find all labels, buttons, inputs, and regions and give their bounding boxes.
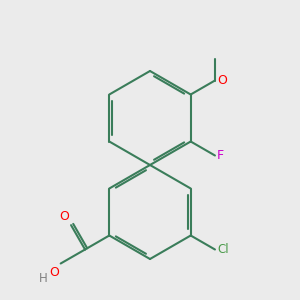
Text: Cl: Cl xyxy=(217,243,229,256)
Text: O: O xyxy=(59,210,69,223)
Text: H: H xyxy=(39,272,48,284)
Text: O: O xyxy=(217,74,227,87)
Text: O: O xyxy=(49,266,59,278)
Text: F: F xyxy=(217,149,224,162)
